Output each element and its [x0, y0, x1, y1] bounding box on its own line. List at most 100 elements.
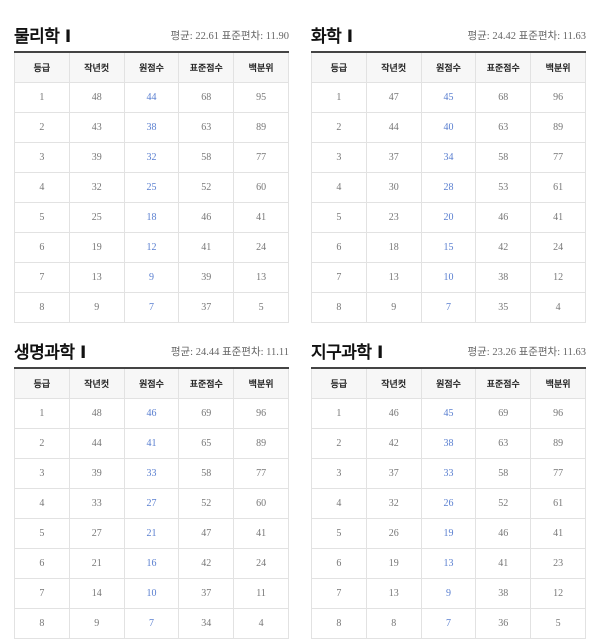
column-header-last-year-cut: 작년컷: [68, 367, 125, 399]
cell-raw-score: 44: [123, 82, 180, 113]
cell-percentile: 61: [530, 172, 586, 203]
cell-last-year-cut: 47: [365, 82, 422, 113]
cell-last-year-cut: 30: [365, 172, 422, 203]
cell-last-year-cut: 32: [68, 172, 125, 203]
cell-raw-score: 28: [420, 172, 477, 203]
cell-standard-score: 38: [475, 262, 532, 293]
cell-raw-score: 46: [123, 398, 180, 429]
table-row: 5 23 20 46 41: [311, 202, 586, 233]
cell-standard-score: 36: [475, 608, 532, 639]
cell-grade: 2: [14, 428, 70, 459]
cell-last-year-cut: 33: [68, 488, 125, 519]
cell-standard-score: 53: [475, 172, 532, 203]
cell-standard-score: 46: [475, 518, 532, 549]
table-row: 7 13 9 38 12: [311, 578, 586, 609]
cell-raw-score: 21: [123, 518, 180, 549]
cell-grade: 7: [311, 578, 367, 609]
cell-grade: 1: [311, 398, 367, 429]
cell-last-year-cut: 27: [68, 518, 125, 549]
cell-percentile: 96: [530, 398, 586, 429]
subject-title: 화학 Ⅰ: [311, 27, 353, 47]
cell-grade: 3: [311, 458, 367, 489]
cell-percentile: 41: [530, 202, 586, 233]
column-header-standard-score: 표준점수: [475, 51, 532, 83]
cell-grade: 3: [311, 142, 367, 173]
table-row: 4 32 26 52 61: [311, 488, 586, 519]
cell-percentile: 41: [233, 202, 289, 233]
cell-raw-score: 7: [123, 608, 180, 639]
cell-raw-score: 27: [123, 488, 180, 519]
column-header-standard-score: 표준점수: [475, 367, 532, 399]
cell-raw-score: 20: [420, 202, 477, 233]
cell-raw-score: 16: [123, 548, 180, 579]
cell-percentile: 89: [530, 112, 586, 143]
cell-last-year-cut: 19: [68, 232, 125, 263]
column-header-grade: 등급: [311, 367, 367, 399]
table-row: 2 43 38 63 89: [14, 112, 289, 143]
cell-percentile: 13: [233, 262, 289, 293]
cell-raw-score: 7: [420, 292, 477, 323]
subject-stats: 평균: 23.26 표준편차: 11.63: [467, 347, 586, 358]
column-header-grade: 등급: [311, 51, 367, 83]
cell-raw-score: 38: [420, 428, 477, 459]
cell-grade: 6: [14, 548, 70, 579]
cell-last-year-cut: 19: [365, 548, 422, 579]
cell-raw-score: 41: [123, 428, 180, 459]
cell-standard-score: 46: [475, 202, 532, 233]
column-header-last-year-cut: 작년컷: [365, 51, 422, 83]
column-header-last-year-cut: 작년컷: [68, 51, 125, 83]
cell-standard-score: 65: [178, 428, 235, 459]
cell-last-year-cut: 39: [68, 142, 125, 173]
table-row: 8 9 7 37 5: [14, 292, 289, 323]
column-header-grade: 등급: [14, 51, 70, 83]
cell-raw-score: 10: [123, 578, 180, 609]
column-header-raw-score: 원점수: [420, 51, 477, 83]
cell-percentile: 89: [233, 428, 289, 459]
cell-grade: 8: [14, 292, 70, 323]
cell-percentile: 96: [530, 82, 586, 113]
table-row: 5 27 21 47 41: [14, 518, 289, 549]
table-row: 1 47 45 68 96: [311, 82, 586, 113]
cell-percentile: 95: [233, 82, 289, 113]
cell-last-year-cut: 9: [68, 292, 125, 323]
cell-standard-score: 63: [475, 112, 532, 143]
cell-grade: 2: [14, 112, 70, 143]
cell-last-year-cut: 13: [68, 262, 125, 293]
header-row: 등급 작년컷 원점수 표준점수 백분위: [311, 367, 586, 399]
cell-standard-score: 37: [178, 292, 235, 323]
cell-last-year-cut: 26: [365, 518, 422, 549]
table-row: 4 33 27 52 60: [14, 488, 289, 519]
table-row: 8 9 7 34 4: [14, 608, 289, 639]
table-row: 4 32 25 52 60: [14, 172, 289, 203]
table-row: 7 14 10 37 11: [14, 578, 289, 609]
cell-last-year-cut: 44: [68, 428, 125, 459]
cell-raw-score: 40: [420, 112, 477, 143]
cell-last-year-cut: 25: [68, 202, 125, 233]
table-row: 1 48 44 68 95: [14, 82, 289, 113]
table-row: 6 21 16 42 24: [14, 548, 289, 579]
cell-grade: 3: [14, 458, 70, 489]
header-row: 등급 작년컷 원점수 표준점수 백분위: [311, 51, 586, 83]
cell-raw-score: 12: [123, 232, 180, 263]
grade-table: 등급 작년컷 원점수 표준점수 백분위 1 48 46 69 96 2 44 41 65 89 3 39 33 58…: [14, 367, 289, 639]
cell-raw-score: 34: [420, 142, 477, 173]
cell-percentile: 61: [530, 488, 586, 519]
cell-raw-score: 10: [420, 262, 477, 293]
header-row: 등급 작년컷 원점수 표준점수 백분위: [14, 51, 289, 83]
subject-panel: 생명과학 Ⅰ 평균: 24.44 표준편차: 11.11 등급 작년컷 원점수 표준점수 백…: [14, 334, 289, 639]
cell-percentile: 4: [233, 608, 289, 639]
cell-last-year-cut: 21: [68, 548, 125, 579]
cell-grade: 2: [311, 428, 367, 459]
cell-grade: 7: [311, 262, 367, 293]
cell-grade: 5: [14, 202, 70, 233]
cell-last-year-cut: 13: [365, 578, 422, 609]
table-row: 2 44 40 63 89: [311, 112, 586, 143]
column-header-percentile: 백분위: [530, 51, 586, 83]
header-row: 등급 작년컷 원점수 표준점수 백분위: [14, 367, 289, 399]
subject-stats: 평균: 24.42 표준편차: 11.63: [467, 31, 586, 42]
table-row: 6 19 12 41 24: [14, 232, 289, 263]
cell-percentile: 4: [530, 292, 586, 323]
cell-grade: 7: [14, 262, 70, 293]
cell-grade: 2: [311, 112, 367, 143]
cell-grade: 6: [311, 548, 367, 579]
